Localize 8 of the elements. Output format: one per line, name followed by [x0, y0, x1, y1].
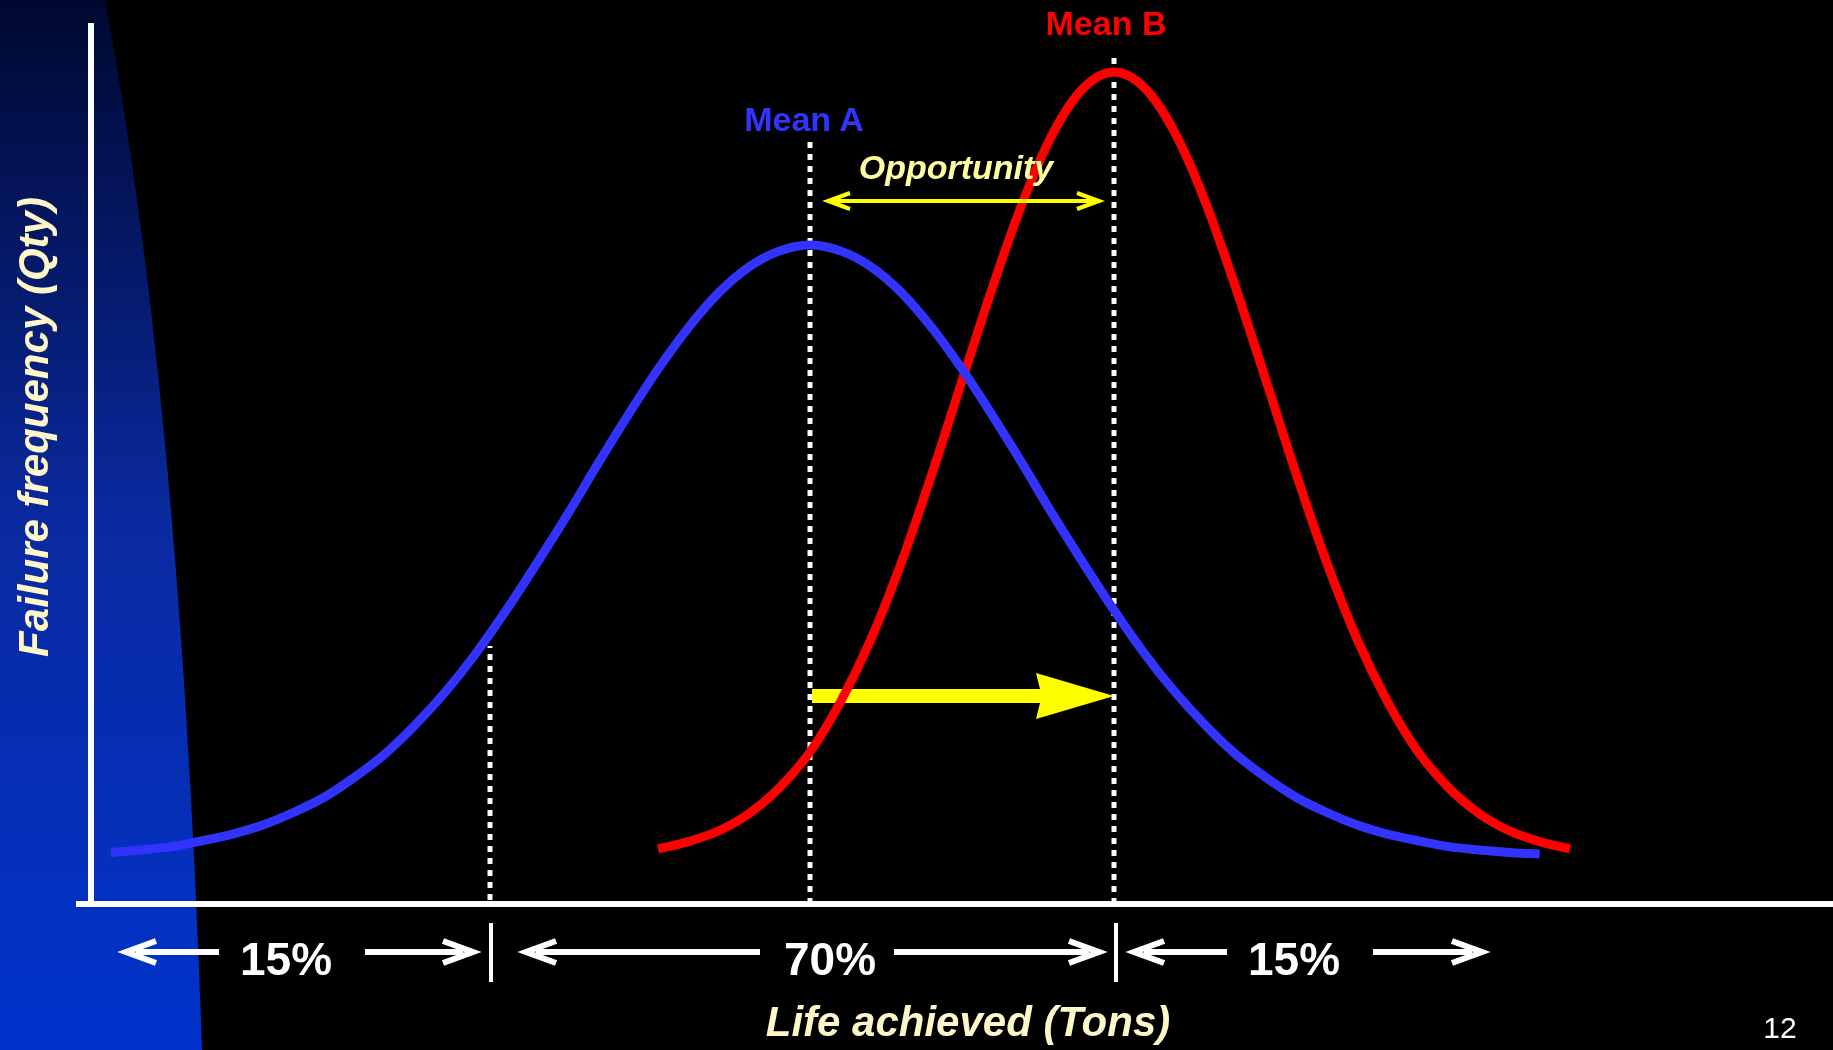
text: 70%	[783, 932, 877, 985]
annotation: Mean A	[744, 100, 864, 139]
y-axis-title: Failure frequency (Qty)	[9, 197, 58, 657]
text: 12	[1763, 1011, 1797, 1045]
x-axis-title: Life achieved (Tons)	[765, 997, 1171, 1045]
text: 15%	[239, 932, 333, 985]
text: Mean B	[1045, 4, 1167, 43]
text: 15%	[1247, 932, 1341, 985]
